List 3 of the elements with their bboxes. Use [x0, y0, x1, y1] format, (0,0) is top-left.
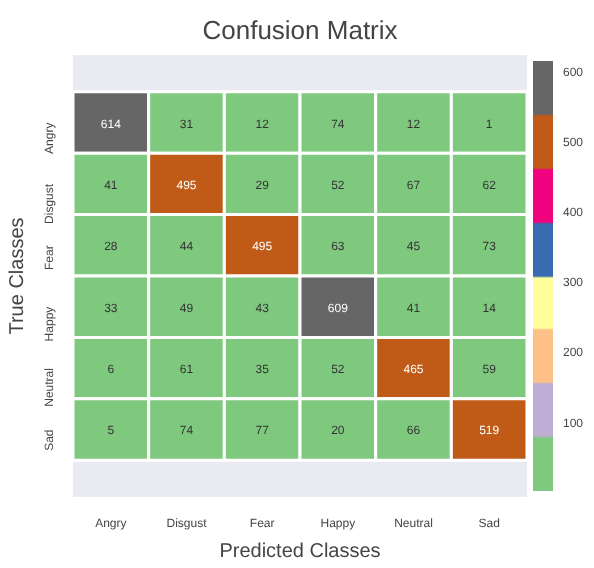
y-axis-title: True Classes — [7, 217, 29, 335]
x-axis-title: Predicted Classes — [219, 541, 381, 563]
chart-title: Confusion Matrix — [202, 15, 399, 45]
